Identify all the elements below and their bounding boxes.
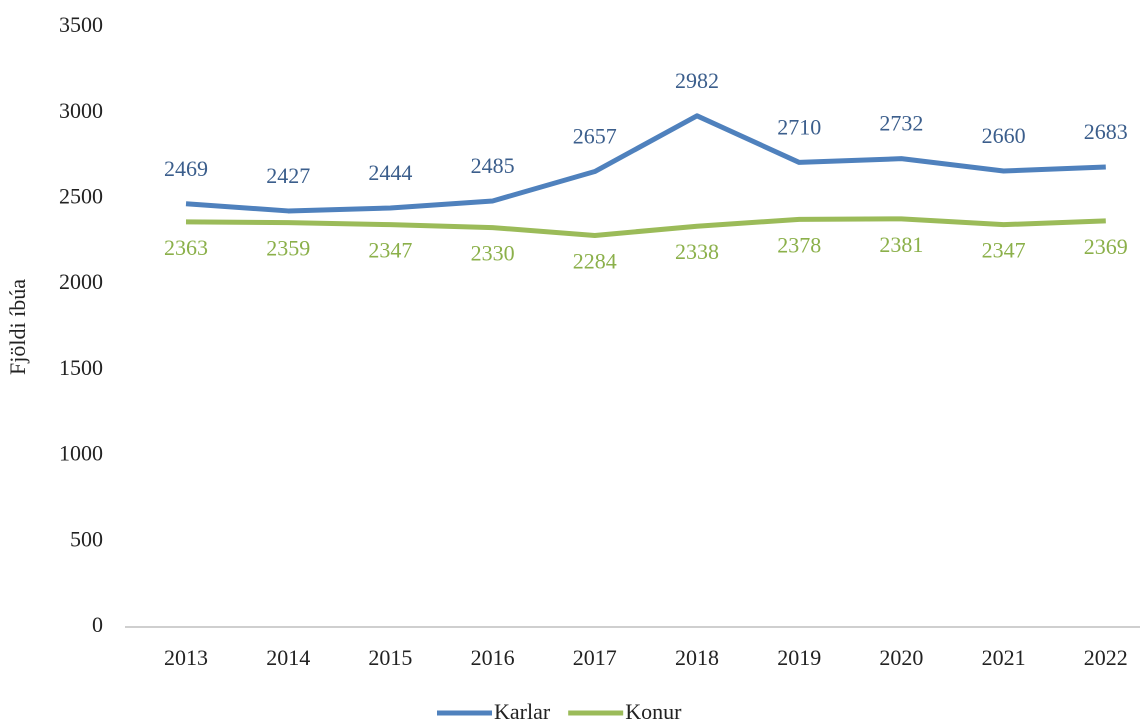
data-label: 2982 (675, 68, 719, 93)
data-label: 2378 (777, 232, 821, 257)
y-tick-label: 2500 (59, 183, 103, 208)
legend-label: Konur (625, 699, 682, 724)
data-label: 2469 (164, 156, 208, 181)
data-label: 2381 (879, 232, 923, 257)
data-label: 2284 (573, 249, 617, 274)
legend-label: Karlar (494, 699, 551, 724)
x-tick-label: 2020 (879, 645, 923, 670)
y-tick-label: 3000 (59, 98, 103, 123)
data-label: 2347 (368, 238, 412, 263)
y-tick-label: 1000 (59, 441, 103, 466)
data-label: 2347 (982, 238, 1026, 263)
y-tick-label: 1500 (59, 355, 103, 380)
y-tick-label: 3500 (59, 12, 103, 37)
data-label: 2330 (471, 241, 515, 266)
data-label: 2683 (1084, 119, 1128, 144)
data-label: 2485 (471, 153, 515, 178)
x-tick-label: 2014 (266, 645, 310, 670)
x-tick-label: 2019 (777, 645, 821, 670)
series-line (185, 113, 1106, 214)
data-label: 2427 (266, 163, 310, 188)
data-label: 2732 (879, 111, 923, 136)
x-tick-label: 2015 (368, 645, 412, 670)
data-label: 2710 (777, 114, 821, 139)
data-label: 2338 (675, 239, 719, 264)
x-tick-label: 2021 (982, 645, 1026, 670)
y-tick-label: 2000 (59, 269, 103, 294)
x-tick-label: 2017 (573, 645, 617, 670)
x-tick-label: 2018 (675, 645, 719, 670)
data-label: 2369 (1084, 234, 1128, 259)
data-label: 2359 (266, 236, 310, 261)
data-label: 2363 (164, 235, 208, 260)
y-tick-label: 0 (92, 612, 103, 637)
data-label: 2444 (368, 160, 412, 185)
series-line (185, 216, 1106, 238)
y-tick-label: 500 (70, 526, 103, 551)
data-label: 2660 (982, 123, 1026, 148)
y-axis-label: Fjöldi íbúa (5, 279, 30, 375)
x-tick-label: 2022 (1084, 645, 1128, 670)
x-tick-label: 2013 (164, 645, 208, 670)
data-label: 2657 (573, 124, 617, 149)
x-tick-label: 2016 (471, 645, 515, 670)
